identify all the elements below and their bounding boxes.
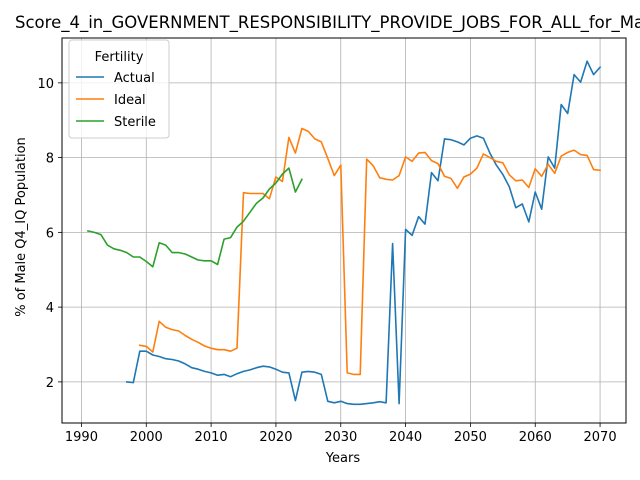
x-tick-label: 2040	[389, 430, 422, 445]
plot-frame	[61, 37, 627, 424]
y-tick-label: 8	[46, 152, 54, 167]
legend-label-sterile: Sterile	[114, 115, 156, 130]
x-tick-label: 1990	[65, 430, 98, 445]
y-tick-label: 4	[46, 301, 54, 316]
series-line-actual	[125, 60, 602, 406]
y-tick-label: 2	[46, 376, 54, 391]
legend-box	[68, 39, 170, 139]
y-axis-label: % of Male Q4_IQ Population	[14, 137, 29, 317]
series-line-sterile	[86, 167, 303, 268]
series-line-ideal	[138, 127, 601, 376]
series-lines	[86, 60, 602, 406]
x-tick-label: 2000	[130, 430, 163, 445]
legend-label-ideal: Ideal	[114, 93, 146, 108]
legend-title: Fertility	[95, 50, 144, 65]
x-tick-label: 2020	[259, 430, 292, 445]
x-tick-label: 2010	[195, 430, 228, 445]
legend: Fertility Actual Ideal Sterile	[68, 39, 170, 139]
y-tick-label: 10	[37, 77, 54, 92]
x-tick-label: 2070	[584, 430, 617, 445]
axis-ticks: 1990 2000 2010 2020 2030 2040 2050 2060 2070 2 4 6 8…	[37, 77, 616, 445]
x-tick-label: 2050	[454, 430, 487, 445]
legend-label-actual: Actual	[114, 71, 155, 86]
y-tick-label: 6	[46, 226, 54, 241]
x-tick-label: 2060	[519, 430, 552, 445]
x-tick-label: 2030	[324, 430, 357, 445]
x-axis-label: Years	[325, 451, 361, 466]
chart-title: Score_4_in_GOVERNMENT_RESPONSIBILITY_PRO…	[15, 13, 640, 33]
